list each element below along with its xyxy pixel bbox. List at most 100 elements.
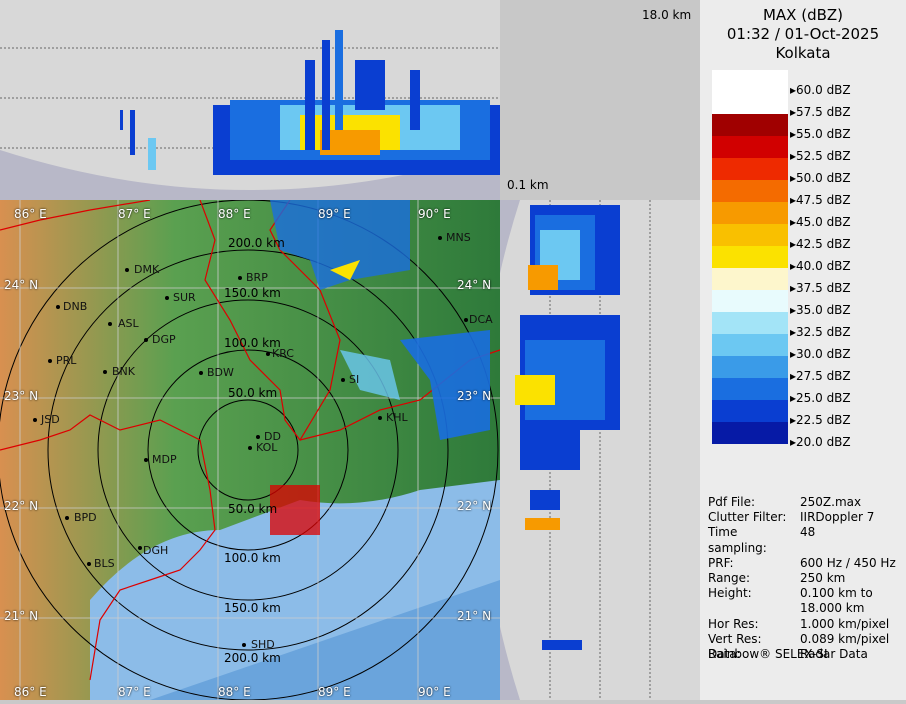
legend-arrow-icon: ▸	[790, 83, 797, 97]
color-scale	[712, 70, 788, 490]
lat-right-24: 24° N	[457, 278, 492, 292]
lat-right-22: 22° N	[457, 499, 492, 513]
city-asl: ASL	[118, 317, 139, 330]
lat-right-21: 21° N	[457, 609, 492, 623]
info-key: Time sampling:	[708, 525, 767, 555]
map-echoes	[270, 200, 490, 440]
legend-swatch	[712, 202, 788, 224]
top-profile-echoes	[120, 30, 503, 175]
legend-swatch	[712, 70, 788, 92]
info-row: Data: Radar Data	[708, 647, 896, 662]
city-dca: DCA	[469, 313, 493, 326]
legend-arrow-icon: ▸	[790, 215, 797, 229]
legend-arrow-icon: ▸	[790, 105, 797, 119]
map-svg	[0, 199, 501, 701]
legend-label-text: 40.0 dBZ	[796, 259, 851, 273]
city-krc: KRC	[272, 347, 294, 360]
ring-label-100-south: 100.0 km	[224, 551, 281, 565]
top-height-profile	[0, 0, 503, 200]
vendor-label: Rainbow® SELEX-SI	[708, 647, 828, 661]
ring-label-150-north: 150.0 km	[224, 286, 281, 300]
city-bpd: BPD	[74, 511, 97, 524]
info-row: PRF: 600 Hz / 450 Hz	[708, 556, 896, 571]
lon-bottom-89: 89° E	[318, 685, 351, 699]
side-profile-svg	[480, 200, 651, 700]
lon-top-87: 87° E	[118, 207, 151, 221]
info-key: Height:	[708, 586, 752, 601]
legend-label: ▸45.0 dBZ	[790, 215, 851, 229]
legend-arrow-icon: ▸	[790, 171, 797, 185]
city-dmk: DMK	[134, 263, 160, 276]
legend-label: ▸20.0 dBZ	[790, 435, 851, 449]
legend-label-text: 32.5 dBZ	[796, 325, 851, 339]
legend-label: ▸35.0 dBZ	[790, 303, 851, 317]
legend-label-text: 45.0 dBZ	[796, 215, 851, 229]
info-value: 18.000 km	[800, 601, 865, 616]
legend-arrow-icon: ▸	[790, 149, 797, 163]
legend-swatch	[712, 180, 788, 202]
lon-bottom-86: 86° E	[14, 685, 47, 699]
info-value: 250Z.max	[800, 495, 862, 509]
legend-label: ▸30.0 dBZ	[790, 347, 851, 361]
legend-arrow-icon: ▸	[790, 237, 797, 251]
info-row: Time sampling: 48	[708, 525, 896, 555]
ring-label-200-south: 200.0 km	[224, 651, 281, 665]
legend-label-text: 52.5 dBZ	[796, 149, 851, 163]
corner-height-panel: 18.0 km 0.1 km	[500, 0, 700, 200]
info-key: Data:	[708, 647, 741, 662]
info-key: PRF:	[708, 555, 734, 570]
info-key: Vert Res:	[708, 631, 762, 646]
legend-label-text: 42.5 dBZ	[796, 237, 851, 251]
legend-swatch	[712, 422, 788, 444]
info-key: Pdf File:	[708, 495, 756, 509]
lon-bottom-88: 88° E	[218, 685, 251, 699]
legend-arrow-icon: ▸	[790, 413, 797, 427]
legend-swatch	[712, 136, 788, 158]
info-value: IIRDoppler 7	[800, 510, 875, 525]
info-row: Clutter Filter: IIRDoppler 7	[708, 510, 896, 525]
legend-arrow-icon: ▸	[790, 435, 797, 449]
legend-label: ▸37.5 dBZ	[790, 281, 851, 295]
legend-label: ▸42.5 dBZ	[790, 237, 851, 251]
city-khl: KHL	[386, 411, 408, 424]
city-dnb: DNB	[63, 300, 88, 313]
info-row: Height: 0.100 km to	[708, 586, 896, 601]
legend-arrow-icon: ▸	[790, 259, 797, 273]
legend-swatch	[712, 224, 788, 246]
info-value: 0.100 km to	[800, 586, 873, 601]
city-mns: MNS	[446, 231, 471, 244]
lon-top-89: 89° E	[318, 207, 351, 221]
product-datetime: 01:32 / 01-Oct-2025	[726, 25, 880, 43]
ring-label-100-north: 100.0 km	[224, 336, 281, 350]
legend-label: ▸47.5 dBZ	[790, 193, 851, 207]
legend-swatch	[712, 158, 788, 180]
lat-right-23: 23° N	[457, 389, 492, 403]
info-value: 48	[800, 525, 816, 540]
legend-label: ▸50.0 dBZ	[790, 171, 851, 185]
city-bnk: BNK	[112, 365, 135, 378]
city-dgh: DGH	[143, 544, 169, 557]
lon-top-88: 88° E	[218, 207, 251, 221]
city-bdw: BDW	[207, 366, 234, 379]
legend-arrow-icon: ▸	[790, 391, 797, 405]
legend-label-text: 55.0 dBZ	[796, 127, 851, 141]
legend-arrow-icon: ▸	[790, 325, 797, 339]
lon-top-90: 90° E	[418, 207, 451, 221]
lon-bottom-90: 90° E	[418, 685, 451, 699]
legend-label-text: 60.0 dBZ	[796, 83, 851, 97]
legend-label-text: 37.5 dBZ	[796, 281, 851, 295]
legend-label-text: 50.0 dBZ	[796, 171, 851, 185]
legend-label-text: 25.0 dBZ	[796, 391, 851, 405]
info-value: 250 km	[800, 571, 846, 586]
legend-swatch	[712, 356, 788, 378]
legend-label-text: 47.5 dBZ	[796, 193, 851, 207]
legend-label-text: 35.0 dBZ	[796, 303, 851, 317]
height-bottom-label: 0.1 km	[507, 178, 549, 192]
legend-swatch	[712, 92, 788, 114]
info-value: Radar Data	[800, 647, 868, 662]
info-row: Range: 250 km	[708, 571, 896, 586]
city-dgp: DGP	[152, 333, 176, 346]
lon-bottom-87: 87° E	[118, 685, 151, 699]
legend-swatch	[712, 290, 788, 312]
legend-label: ▸22.5 dBZ	[790, 413, 851, 427]
